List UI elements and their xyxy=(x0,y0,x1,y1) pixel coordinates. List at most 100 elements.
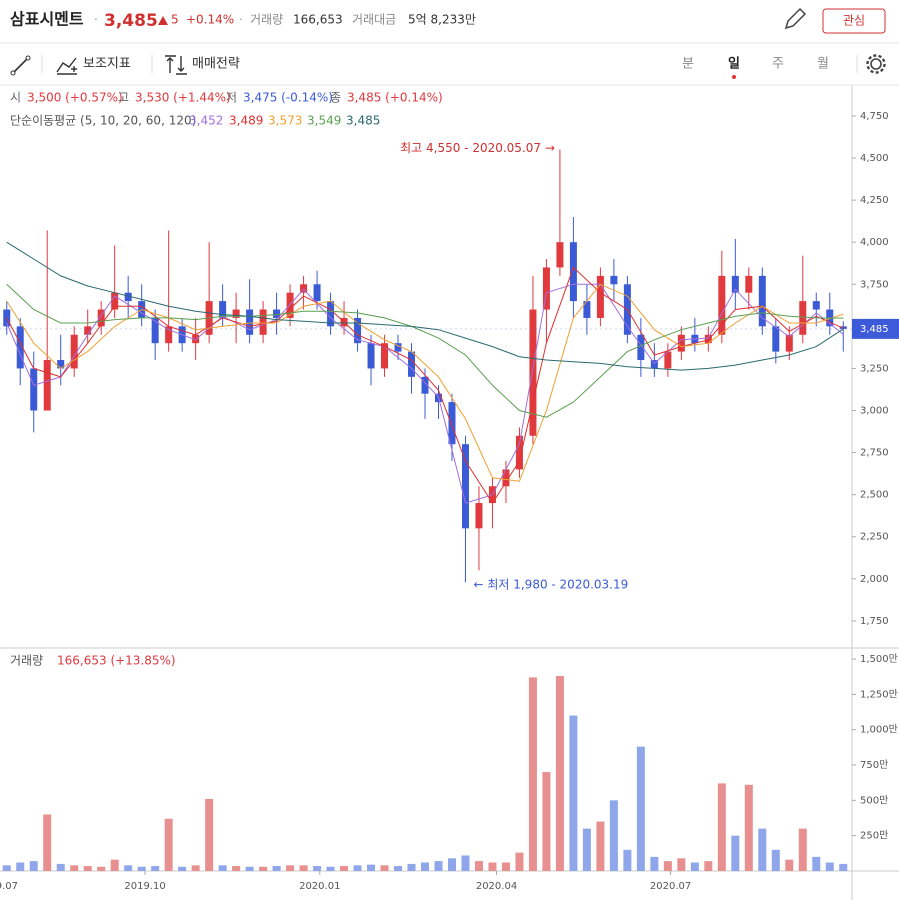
x-tick-label: 2019.10 xyxy=(124,881,165,892)
y-tick-label: 500만 xyxy=(860,794,888,806)
ma-legend-value: 3,485 xyxy=(346,114,380,128)
y-tick-label: 2,250 xyxy=(860,532,889,543)
candle-body xyxy=(421,376,429,394)
y-tick-label: 4,500 xyxy=(860,153,889,164)
candle-body xyxy=(354,317,362,344)
last-price-label: 3,485 xyxy=(860,324,889,335)
candle-body xyxy=(408,351,416,377)
volume-bar xyxy=(326,866,335,871)
volume-bar xyxy=(731,835,740,871)
volume-bar xyxy=(191,865,200,871)
settings-icon xyxy=(866,54,886,74)
period-tab[interactable]: 주 xyxy=(772,57,784,72)
candle-body xyxy=(583,301,591,318)
volume-bar xyxy=(704,861,713,871)
candle-body xyxy=(772,326,780,352)
amount: 5억 8,233만 xyxy=(408,13,476,27)
volume-bar xyxy=(353,865,362,871)
y-tick-label: 4,750 xyxy=(860,111,889,122)
y-tick-label: 250만 xyxy=(860,830,888,842)
strategy-icon[interactable] xyxy=(165,55,187,75)
draw-tool-icon xyxy=(25,55,31,61)
candle-body xyxy=(799,301,807,335)
change: 5 xyxy=(171,13,179,27)
volume-bar xyxy=(110,859,119,871)
period-tab[interactable]: 월 xyxy=(817,57,829,72)
y-tick-label: 1,250만 xyxy=(860,688,898,700)
candle-body xyxy=(286,292,294,318)
x-tick-label: 2020.04 xyxy=(476,881,517,892)
change-pct: +0.14% xyxy=(186,13,234,27)
y-tick-label: 750만 xyxy=(860,759,888,771)
candle-body xyxy=(704,334,712,344)
draw-tool-icon xyxy=(10,70,16,76)
volume-bar xyxy=(218,865,227,871)
strategy[interactable]: 매매전략 xyxy=(192,57,240,72)
candle-body xyxy=(30,368,38,411)
volume-bar xyxy=(488,862,497,871)
ohlc-value: 3,475 (-0.14%) xyxy=(243,91,333,105)
volume-label: 거래량 xyxy=(250,13,283,27)
settings-icon[interactable] xyxy=(870,58,882,70)
ma-title: 단순이동평균 (5, 10, 20, 60, 120) xyxy=(10,114,196,128)
candle-body xyxy=(650,360,658,369)
candle-body xyxy=(192,334,200,344)
y-tick-label: 1,000만 xyxy=(860,724,898,736)
volume-bar xyxy=(650,856,659,871)
period-tab-active[interactable]: 일 xyxy=(728,57,740,72)
ohlc-label: 저 xyxy=(226,91,237,105)
volume-bar xyxy=(380,865,389,871)
candle-body xyxy=(84,326,92,335)
candle-body xyxy=(839,326,847,329)
volume-bar xyxy=(812,856,821,871)
volume-bar xyxy=(825,862,834,871)
volume-bar xyxy=(461,855,470,871)
candle-body xyxy=(16,326,24,369)
candle-body xyxy=(246,309,254,335)
ma-legend-value: 3,549 xyxy=(307,114,341,128)
ohlc-value: 3,485 (+0.14%) xyxy=(347,91,443,105)
indicator-icon[interactable] xyxy=(56,57,77,75)
volume-bar xyxy=(717,783,726,871)
draw-tool-icon[interactable] xyxy=(12,57,29,74)
y-tick-label: 2,750 xyxy=(860,448,889,459)
volume-bar xyxy=(29,861,38,871)
volume-bar xyxy=(839,863,848,871)
volume-bar xyxy=(151,866,160,871)
candle-body xyxy=(367,343,375,369)
volume-bar xyxy=(407,863,416,871)
separator: · xyxy=(239,13,243,27)
ohlc-label: 종 xyxy=(330,91,341,105)
x-tick-label: 2019.07 xyxy=(0,881,18,892)
watch-button[interactable] xyxy=(822,8,886,34)
candle-body xyxy=(461,444,469,529)
candle-body xyxy=(111,292,119,310)
indicators[interactable]: 보조지표 xyxy=(83,57,131,72)
volume-bar xyxy=(178,866,187,871)
volume-bar xyxy=(367,864,376,871)
candle-body xyxy=(273,309,281,318)
volume-bar xyxy=(555,675,564,871)
watch-button-label[interactable]: 관심 xyxy=(843,14,865,28)
x-tick-label: 2020.01 xyxy=(299,881,340,892)
candle-body xyxy=(610,275,618,285)
volume-bar xyxy=(421,862,429,871)
candle-body xyxy=(677,334,685,352)
edit-icon[interactable] xyxy=(784,7,807,30)
candle-body xyxy=(97,309,105,327)
stock-name: 삼표시멘트 xyxy=(10,10,84,29)
volume-bar xyxy=(744,784,753,871)
ohlc-value: 3,530 (+1.44%) xyxy=(135,91,231,105)
y-tick-label: 2,000 xyxy=(860,574,889,585)
period-tab[interactable]: 분 xyxy=(682,57,694,72)
volume-value: 166,653 (+13.85%) xyxy=(57,654,176,668)
volume-bar xyxy=(636,746,645,871)
candle-body xyxy=(556,242,564,268)
volume-bar xyxy=(232,866,241,871)
candle-body xyxy=(731,275,739,293)
candle-body xyxy=(43,360,51,411)
volume-bar xyxy=(758,828,767,871)
volume-bar xyxy=(623,849,632,871)
volume-bar xyxy=(70,865,79,871)
volume-bar xyxy=(528,677,537,871)
